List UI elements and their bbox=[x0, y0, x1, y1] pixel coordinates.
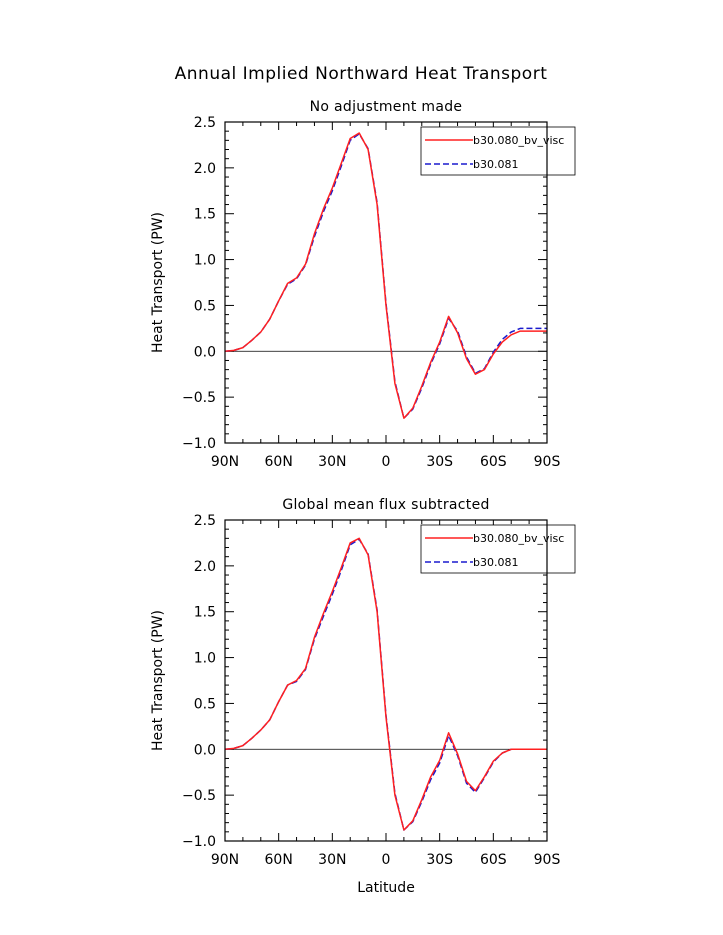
y-tick-label: −1.0 bbox=[182, 436, 216, 452]
legend-label-1: b30.080_bv_visc bbox=[473, 134, 564, 147]
y-tick-label: −0.5 bbox=[182, 390, 216, 406]
y-axis-label: Heat Transport (PW) bbox=[150, 610, 166, 751]
x-axis-label: Latitude bbox=[357, 880, 415, 896]
x-tick-label: 90S bbox=[534, 454, 561, 470]
y-tick-label: 0.0 bbox=[194, 344, 216, 360]
y-tick-label: 2.5 bbox=[194, 115, 216, 131]
x-tick-label: 60N bbox=[265, 454, 293, 470]
y-tick-label: 2.5 bbox=[194, 513, 216, 529]
legend-label-2: b30.081 bbox=[473, 158, 518, 171]
y-tick-label: 0.0 bbox=[194, 742, 216, 758]
x-tick-label: 30S bbox=[426, 852, 453, 868]
y-tick-label: 1.5 bbox=[194, 605, 216, 621]
x-tick-label: 90N bbox=[211, 454, 239, 470]
plot-frame bbox=[224, 121, 548, 444]
y-tick-label: 2.0 bbox=[194, 161, 216, 177]
x-tick-label: 30N bbox=[318, 852, 346, 868]
series-line-1 bbox=[224, 537, 547, 831]
y-axis-label: Heat Transport (PW) bbox=[150, 212, 166, 353]
x-tick-label: 60N bbox=[265, 852, 293, 868]
x-tick-label: 60S bbox=[480, 454, 507, 470]
x-tick-label: 30N bbox=[318, 454, 346, 470]
series-line-2 bbox=[224, 133, 547, 419]
y-tick-label: −1.0 bbox=[182, 834, 216, 850]
x-tick-label: 0 bbox=[382, 852, 391, 868]
legend-box bbox=[420, 524, 576, 574]
panel-title: Global mean flux subtracted bbox=[282, 497, 489, 513]
series-line-1 bbox=[224, 132, 547, 419]
plot-frame bbox=[224, 519, 548, 842]
x-tick-label: 60S bbox=[480, 852, 507, 868]
y-tick-label: 1.0 bbox=[194, 651, 216, 667]
y-tick-label: 0.5 bbox=[194, 696, 216, 712]
y-tick-label: −0.5 bbox=[182, 788, 216, 804]
series-line-2 bbox=[224, 538, 547, 831]
y-tick-label: 1.0 bbox=[194, 253, 216, 269]
y-tick-label: 1.5 bbox=[194, 207, 216, 223]
panel-top: No adjustment made 90N 60N 30N 0 30S 60S 90S −1.… bbox=[150, 99, 576, 470]
y-tick-label: 2.0 bbox=[194, 559, 216, 575]
legend-label-2: b30.081 bbox=[473, 556, 518, 569]
x-tick-label: 90S bbox=[534, 852, 561, 868]
y-tick-label: 0.5 bbox=[194, 298, 216, 314]
x-tick-label: 30S bbox=[426, 454, 453, 470]
x-tick-label: 90N bbox=[211, 852, 239, 868]
panel-bottom: Global mean flux subtracted 90N 60N 30N 0 30S… bbox=[150, 497, 576, 896]
legend-box bbox=[420, 126, 576, 176]
panel-title: No adjustment made bbox=[310, 99, 463, 115]
legend-label-1: b30.080_bv_visc bbox=[473, 532, 564, 545]
figure-title: Annual Implied Northward Heat Transport bbox=[175, 64, 548, 84]
x-tick-label: 0 bbox=[382, 454, 391, 470]
